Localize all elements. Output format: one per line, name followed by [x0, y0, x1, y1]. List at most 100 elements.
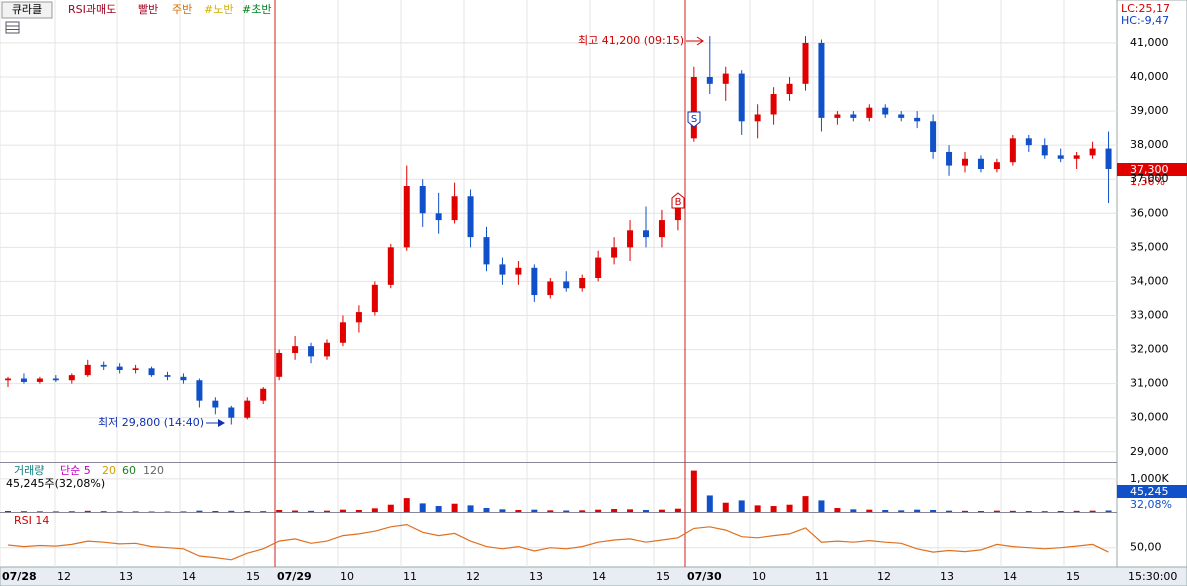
x-tick-label: 10	[340, 570, 354, 583]
candle-body	[84, 364, 91, 376]
volume-bar	[371, 508, 378, 512]
candle-body	[308, 346, 315, 357]
candle-body	[547, 281, 554, 296]
volume-bar	[116, 511, 123, 512]
volume-bar	[818, 500, 825, 512]
volume-bar	[930, 510, 937, 512]
table-icon[interactable]	[5, 21, 20, 34]
volume-bar	[882, 510, 889, 512]
volume-legend: 20	[102, 464, 116, 477]
x-tick-label: 11	[815, 570, 829, 583]
volume-bar	[260, 511, 267, 512]
toolbar-item[interactable]: #노반	[204, 3, 233, 16]
candle-body	[244, 400, 251, 418]
candle-body	[866, 107, 873, 118]
annotation-arrow-head	[218, 419, 225, 427]
candle-body	[100, 364, 107, 367]
y-tick-label: 35,000	[1130, 240, 1169, 253]
toolbar-item[interactable]: 주반	[172, 3, 192, 16]
candle-body	[706, 77, 713, 84]
volume-tag-label: 45,245	[1130, 485, 1169, 498]
toolbar-item[interactable]: 빨반	[138, 3, 158, 16]
candle-body	[68, 375, 75, 381]
candle-body	[339, 322, 346, 343]
candle-body	[722, 73, 729, 84]
buy-signal-label: B	[675, 197, 682, 208]
candle-body	[451, 196, 458, 221]
candle-body	[882, 107, 889, 115]
candle-body	[483, 237, 490, 265]
toolbar-item[interactable]: RSI과매도	[68, 3, 116, 16]
x-tick-label: 14	[1003, 570, 1017, 583]
y-tick-label: 37,000	[1130, 172, 1169, 185]
volume-bar	[1089, 510, 1096, 512]
candle-body	[898, 114, 905, 118]
volume-bar	[52, 511, 59, 512]
volume-bar	[595, 509, 602, 512]
volume-bar	[722, 502, 729, 512]
candle-body	[914, 117, 921, 122]
candle-body	[674, 199, 681, 221]
volume-bar	[914, 509, 921, 512]
volume-legend: 120	[143, 464, 164, 477]
volume-bar	[866, 509, 873, 512]
candle-body	[643, 230, 649, 238]
volume-bar	[1105, 510, 1112, 512]
volume-bar	[706, 495, 713, 512]
candle-body	[834, 114, 841, 118]
y-tick-label: 1,000K	[1130, 472, 1169, 485]
volume-bar	[212, 511, 219, 512]
buy-signal	[671, 192, 685, 209]
x-tick-label: 10	[752, 570, 766, 583]
candle-body	[1009, 138, 1016, 163]
sell-signal-label: S	[691, 114, 697, 125]
candle-body	[993, 162, 1000, 169]
y-tick-label: 41,000	[1130, 36, 1169, 49]
lc-indicator: LC:25,17	[1121, 2, 1170, 15]
candle-body	[260, 388, 267, 401]
volume-bar	[403, 498, 410, 512]
volume-bar	[643, 510, 649, 512]
y-tick-label: 39,000	[1130, 104, 1169, 117]
volume-bar	[531, 509, 538, 512]
candle-body	[850, 114, 857, 118]
volume-bar	[515, 510, 522, 512]
x-tick-label: 15	[1066, 570, 1080, 583]
volume-bar	[36, 511, 43, 512]
candle-body	[962, 158, 968, 166]
y-tick-label: 36,000	[1130, 206, 1169, 219]
candle-body	[499, 264, 506, 275]
candle-body	[579, 278, 586, 289]
volume-bar	[770, 506, 777, 512]
volume-bar	[132, 511, 139, 512]
volume-bar	[68, 511, 75, 512]
toolbar-item[interactable]: #초반	[242, 3, 271, 16]
candle-body	[738, 73, 745, 122]
volume-bar	[100, 511, 107, 512]
candle-body	[1073, 155, 1080, 159]
volume-bar	[308, 510, 315, 512]
volume-bar	[754, 505, 761, 512]
candle-body	[52, 378, 59, 381]
sell-signal	[687, 111, 701, 128]
candle-body	[276, 352, 283, 377]
volume-current: 45,245주(32,08%)	[6, 477, 105, 490]
candle-body	[196, 380, 203, 401]
x-tick-label: 07/29	[277, 570, 312, 583]
volume-bar	[993, 510, 1000, 512]
candle-body	[1025, 138, 1032, 146]
volume-bar	[467, 505, 474, 512]
candle-body	[164, 375, 171, 377]
candle-body	[355, 312, 362, 323]
candle-body	[292, 346, 299, 353]
volume-bar	[1009, 510, 1016, 512]
x-tick-label: 14	[592, 570, 606, 583]
volume-bar	[228, 510, 235, 512]
volume-bar	[244, 511, 251, 512]
time-axis-panel	[0, 566, 1187, 586]
volume-bar	[898, 510, 905, 512]
stock-button[interactable]	[1, 1, 53, 19]
candle-body	[930, 121, 937, 152]
y-tick-label: 40,000	[1130, 70, 1169, 83]
